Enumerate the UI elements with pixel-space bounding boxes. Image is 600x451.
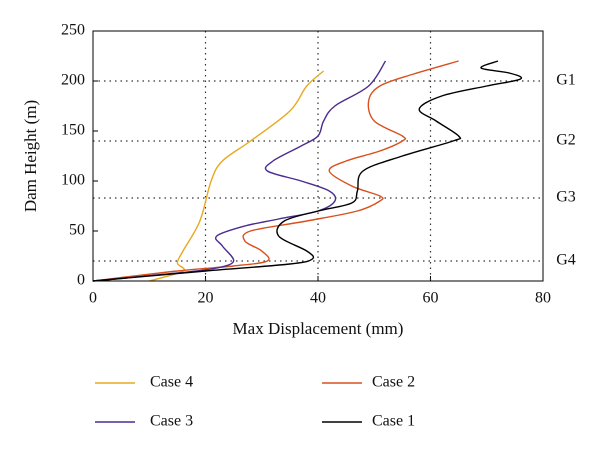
x-tick-label: 20 bbox=[198, 290, 214, 307]
series-line bbox=[92, 60, 523, 282]
legend-label: Case 4 bbox=[150, 374, 193, 391]
x-tick-label: 40 bbox=[310, 290, 326, 307]
legend-label: Case 3 bbox=[150, 413, 193, 430]
legend-label: Case 2 bbox=[372, 374, 415, 391]
y-axis-title: Dam Height (m) bbox=[21, 100, 40, 212]
x-tick-label: 0 bbox=[89, 290, 97, 307]
level-label: G2 bbox=[556, 132, 576, 149]
y-tick-label: 250 bbox=[61, 22, 85, 39]
level-label: G1 bbox=[556, 72, 576, 89]
y-tick-label: 100 bbox=[61, 172, 85, 189]
series-line bbox=[92, 60, 387, 282]
y-tick-label: 200 bbox=[61, 72, 85, 89]
y-tick-label: 0 bbox=[77, 272, 85, 289]
level-label: G3 bbox=[556, 189, 576, 206]
x-tick-label: 80 bbox=[535, 290, 551, 307]
plot-frame bbox=[92, 30, 544, 282]
legend-label: Case 1 bbox=[372, 413, 415, 430]
series-line bbox=[92, 60, 459, 282]
y-tick-label: 150 bbox=[61, 122, 85, 139]
level-label: G4 bbox=[556, 252, 576, 269]
y-tick-label: 50 bbox=[69, 222, 85, 239]
x-axis-title: Max Displacement (mm) bbox=[233, 319, 404, 338]
series-line bbox=[149, 70, 325, 282]
x-tick-label: 60 bbox=[423, 290, 439, 307]
